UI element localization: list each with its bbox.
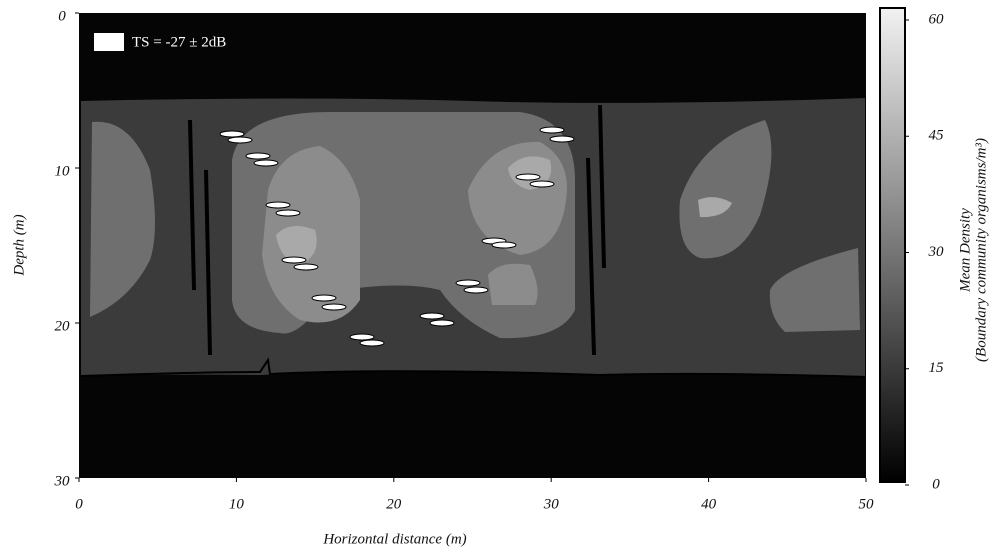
colorbar-tick-label: 0 [932, 476, 940, 492]
x-axis-label: Horizontal distance (m) [322, 531, 466, 547]
colorbar-sublabel: (Boundary community organisms/m³) [973, 138, 989, 362]
colorbar-tick-label: 15 [929, 360, 945, 376]
colorbar-label: Mean Density [957, 208, 973, 293]
chart: TS = -27 ± 2dB Horizontal distance (m) D… [0, 0, 989, 552]
y-tick-label: 30 [54, 473, 71, 489]
x-tick-label: 50 [859, 496, 875, 512]
colorbar-tick-label: 30 [928, 244, 945, 260]
contour-field [79, 13, 866, 478]
colorbar [880, 8, 905, 482]
y-tick-label: 20 [55, 318, 71, 334]
x-tick-label: 10 [229, 496, 245, 512]
x-tick-label: 40 [701, 496, 717, 512]
colorbar-tick-label: 60 [929, 11, 945, 27]
x-tick-label: 0 [75, 496, 83, 512]
x-tick-label: 30 [543, 496, 560, 512]
legend-text: TS = -27 ± 2dB [132, 34, 226, 50]
y-tick-label: 0 [58, 8, 66, 24]
y-tick-label: 10 [55, 163, 71, 179]
legend-swatch [94, 33, 124, 51]
x-tick-label: 20 [386, 496, 402, 512]
colorbar-tick-label: 45 [929, 128, 945, 144]
y-axis-label: Depth (m) [11, 214, 27, 276]
